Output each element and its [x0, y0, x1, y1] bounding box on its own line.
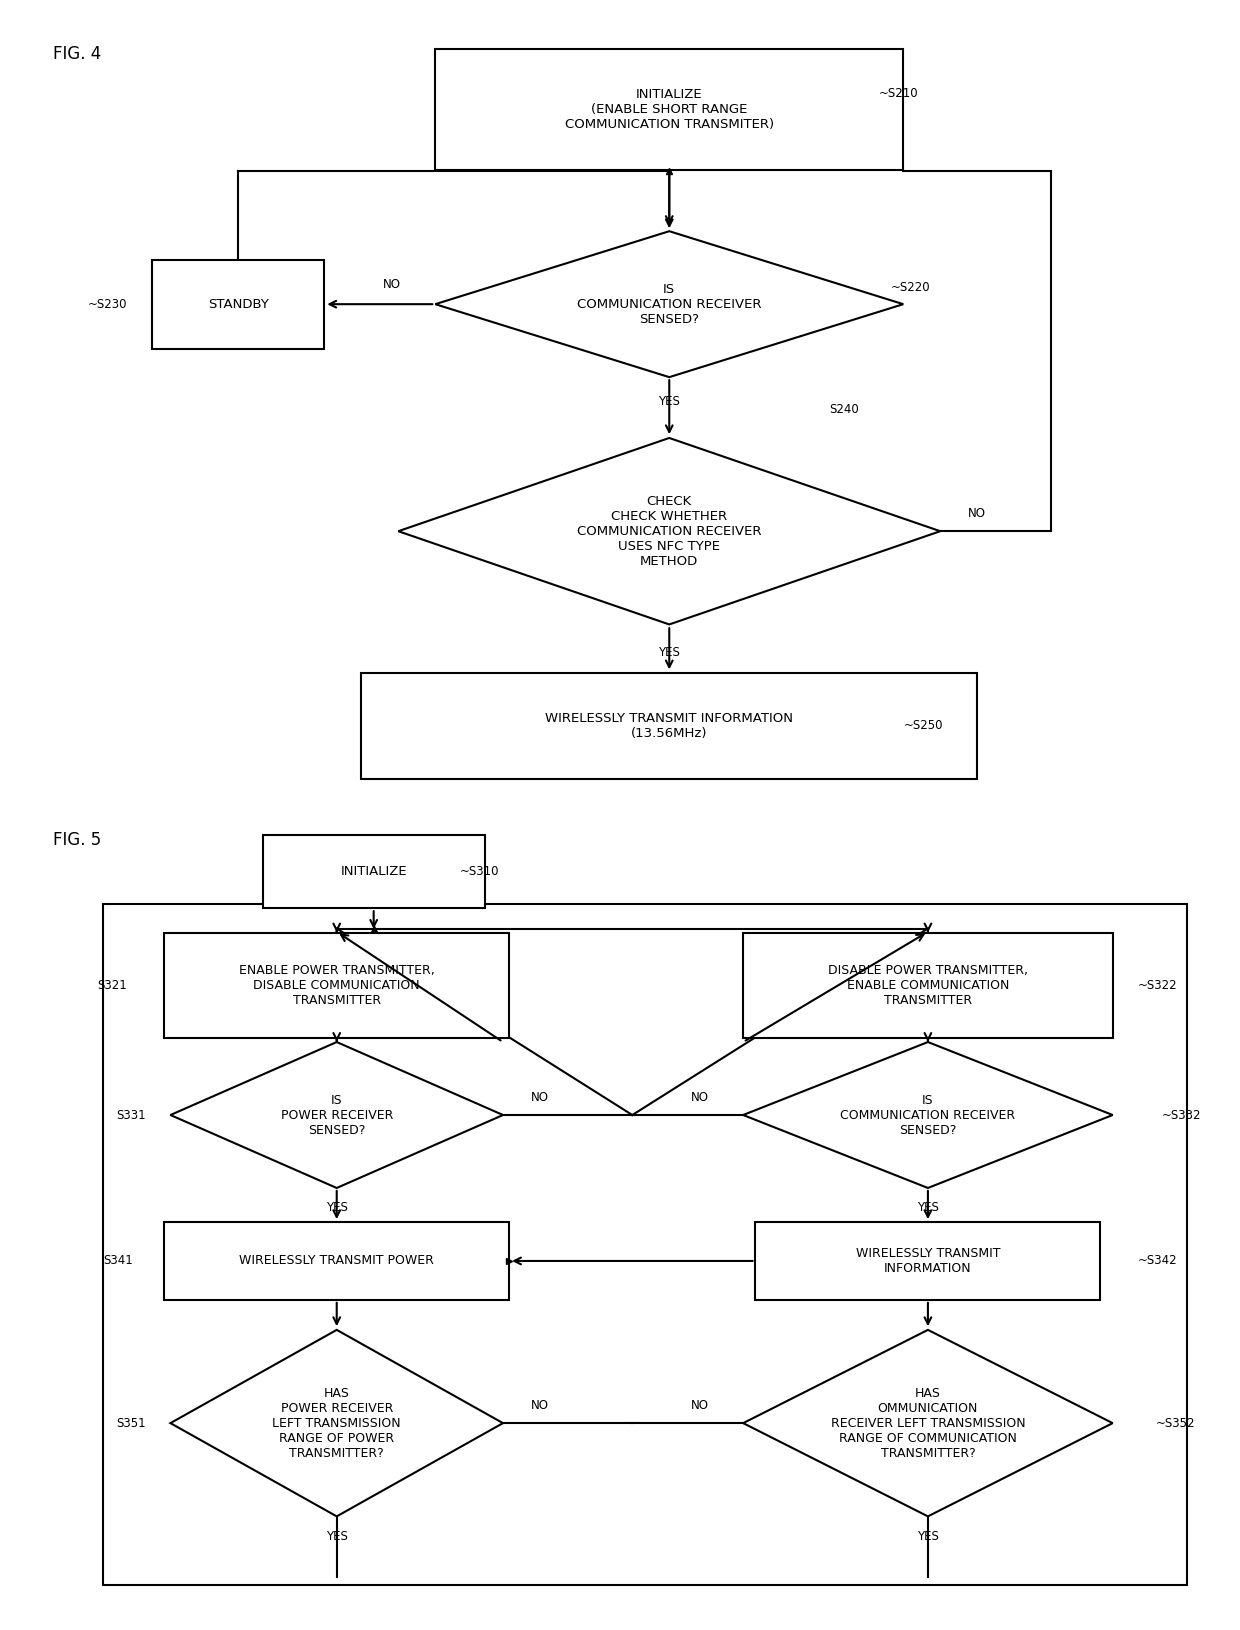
- Text: ~S210: ~S210: [879, 86, 919, 99]
- Text: ENABLE POWER TRANSMITTER,
DISABLE COMMUNICATION
TRANSMITTER: ENABLE POWER TRANSMITTER, DISABLE COMMUN…: [239, 963, 434, 1007]
- Text: NO: NO: [968, 507, 986, 520]
- FancyBboxPatch shape: [153, 259, 325, 349]
- Polygon shape: [170, 1330, 503, 1516]
- Text: YES: YES: [326, 1531, 347, 1544]
- Text: ~S250: ~S250: [903, 719, 942, 732]
- Text: S321: S321: [98, 978, 128, 991]
- Text: HAS
OMMUNICATION
RECEIVER LEFT TRANSMISSION
RANGE OF COMMUNICATION
TRANSMITTER?: HAS OMMUNICATION RECEIVER LEFT TRANSMISS…: [831, 1387, 1025, 1459]
- Text: IS
COMMUNICATION RECEIVER
SENSED?: IS COMMUNICATION RECEIVER SENSED?: [841, 1094, 1016, 1136]
- FancyBboxPatch shape: [103, 905, 1187, 1586]
- Text: STANDBY: STANDBY: [208, 298, 269, 311]
- Text: ~S352: ~S352: [1156, 1416, 1195, 1430]
- FancyBboxPatch shape: [263, 835, 485, 908]
- FancyBboxPatch shape: [164, 932, 510, 1038]
- Text: S331: S331: [117, 1108, 146, 1121]
- Polygon shape: [435, 231, 903, 377]
- Text: INITIALIZE
(ENABLE SHORT RANGE
COMMUNICATION TRANSMITER): INITIALIZE (ENABLE SHORT RANGE COMMUNICA…: [564, 88, 774, 130]
- Text: NO: NO: [383, 279, 402, 292]
- Text: YES: YES: [916, 1531, 939, 1544]
- Text: FIG. 4: FIG. 4: [53, 44, 102, 62]
- Text: YES: YES: [326, 1201, 347, 1214]
- FancyBboxPatch shape: [164, 1222, 510, 1299]
- Text: YES: YES: [658, 394, 681, 408]
- Text: NO: NO: [691, 1090, 709, 1104]
- Text: HAS
POWER RECEIVER
LEFT TRANSMISSION
RANGE OF POWER
TRANSMITTER?: HAS POWER RECEIVER LEFT TRANSMISSION RAN…: [273, 1387, 401, 1459]
- Text: DISABLE POWER TRANSMITTER,
ENABLE COMMUNICATION
TRANSMITTER: DISABLE POWER TRANSMITTER, ENABLE COMMUN…: [828, 963, 1028, 1007]
- Text: NO: NO: [531, 1090, 549, 1104]
- Text: NO: NO: [691, 1399, 709, 1412]
- Text: INITIALIZE: INITIALIZE: [340, 866, 407, 879]
- Text: ~S332: ~S332: [1162, 1108, 1202, 1121]
- Polygon shape: [743, 1330, 1112, 1516]
- FancyBboxPatch shape: [361, 673, 977, 779]
- Text: ~S230: ~S230: [88, 298, 128, 311]
- Text: IS
POWER RECEIVER
SENSED?: IS POWER RECEIVER SENSED?: [280, 1094, 393, 1136]
- Text: IS
COMMUNICATION RECEIVER
SENSED?: IS COMMUNICATION RECEIVER SENSED?: [577, 282, 761, 326]
- Text: S240: S240: [830, 403, 859, 416]
- Text: CHECK
CHECK WHETHER
COMMUNICATION RECEIVER
USES NFC TYPE
METHOD: CHECK CHECK WHETHER COMMUNICATION RECEIV…: [577, 496, 761, 567]
- Text: ~S220: ~S220: [892, 282, 930, 295]
- FancyBboxPatch shape: [755, 1222, 1100, 1299]
- Text: ~S322: ~S322: [1137, 978, 1177, 991]
- Polygon shape: [398, 438, 940, 624]
- Text: YES: YES: [658, 647, 681, 659]
- Polygon shape: [743, 1042, 1112, 1188]
- Text: S351: S351: [117, 1416, 146, 1430]
- Text: S341: S341: [104, 1255, 134, 1268]
- Text: NO: NO: [531, 1399, 549, 1412]
- Polygon shape: [170, 1042, 503, 1188]
- FancyBboxPatch shape: [743, 932, 1112, 1038]
- Text: FIG. 5: FIG. 5: [53, 831, 102, 849]
- Text: ~S310: ~S310: [460, 866, 500, 879]
- Text: WIRELESSLY TRANSMIT POWER: WIRELESSLY TRANSMIT POWER: [239, 1255, 434, 1268]
- Text: ~S342: ~S342: [1137, 1255, 1177, 1268]
- Text: WIRELESSLY TRANSMIT
INFORMATION: WIRELESSLY TRANSMIT INFORMATION: [856, 1247, 1001, 1275]
- Text: WIRELESSLY TRANSMIT INFORMATION
(13.56MHz): WIRELESSLY TRANSMIT INFORMATION (13.56MH…: [546, 712, 794, 740]
- Text: YES: YES: [916, 1201, 939, 1214]
- FancyBboxPatch shape: [435, 49, 903, 171]
